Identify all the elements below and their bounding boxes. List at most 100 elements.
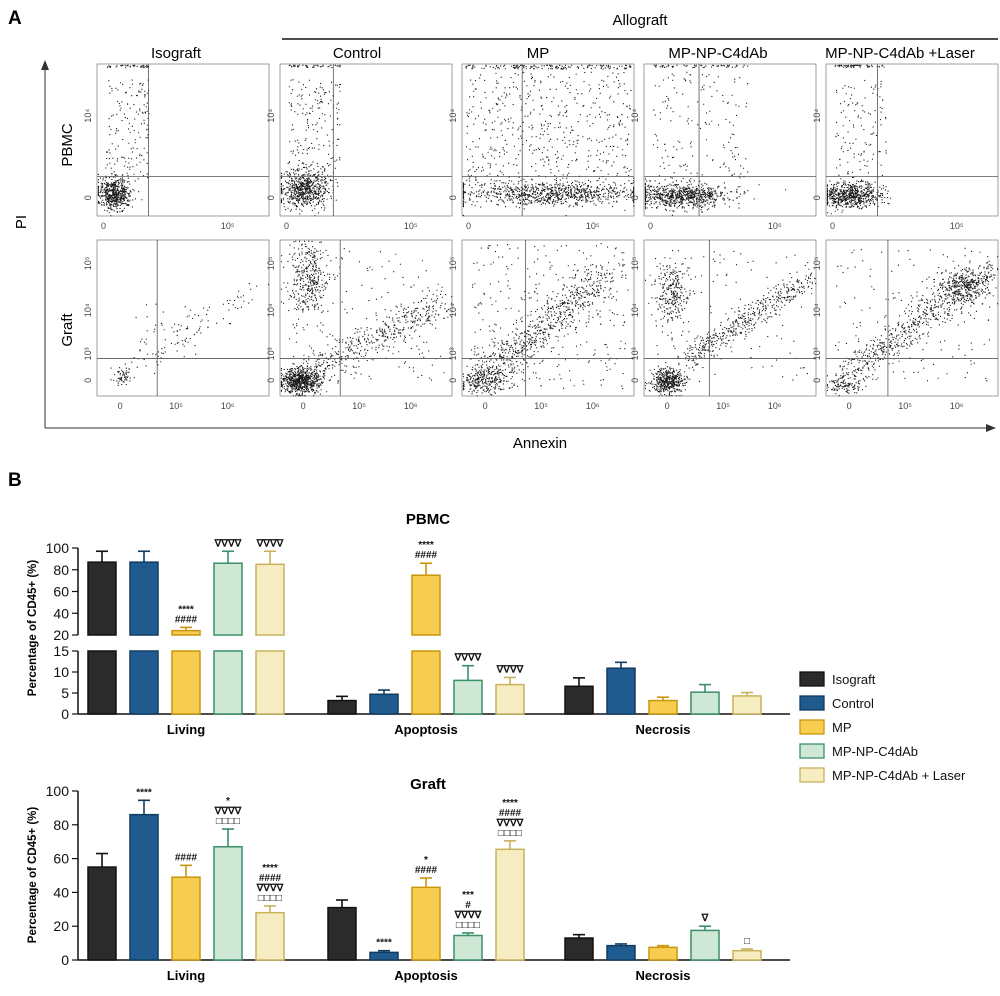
flow-y-tick: 10⁴: [83, 303, 93, 317]
flow-y-tick: 10⁴: [448, 303, 458, 317]
flow-events: [97, 64, 150, 217]
flow-events: [280, 240, 453, 397]
flow-y-tick: 10⁵: [630, 256, 640, 270]
graft-bar-necrosis-control: [606, 944, 636, 961]
flow-x-tick: 10⁶: [221, 401, 235, 411]
flow-plot-frame: [279, 63, 453, 217]
graft-significance-mark: □□□□: [216, 816, 240, 827]
pbmc-y-axis-label: Percentage of CD45+ (%): [27, 560, 39, 697]
flow-x-tick: 10⁶: [586, 401, 600, 411]
flow-plot-frame: [643, 239, 817, 397]
flow-y-tick: 10⁵: [812, 256, 822, 270]
flow-y-tick: 10⁴: [266, 303, 276, 317]
flow-y-tick: 10⁴: [812, 303, 822, 317]
pbmc-y-tick-label: 5: [61, 685, 69, 701]
legend-label: MP-NP-C4dAb + Laser: [832, 768, 966, 783]
graft-bar-necrosis-mp-np-c4dab-laser: [732, 949, 762, 961]
graft-significance-mark: □: [744, 936, 750, 947]
legend-label: Isograft: [832, 672, 876, 687]
flow-plot-frame: [461, 63, 635, 217]
pi-axis-arrow-icon: [41, 60, 49, 70]
pbmc-significance-mark: ∇∇∇∇: [496, 664, 525, 675]
graft-bar-necrosis-mp-np-c4dab: [690, 929, 720, 961]
flow-events: [826, 247, 999, 397]
panel-a-label: A: [8, 8, 22, 29]
graft-significance-mark: ####: [259, 873, 282, 884]
flow-plot-graft-2: 0 10⁵ 10⁶ 0 10³ 10⁴ 10⁵: [266, 239, 453, 411]
flow-y-tick: 10⁴: [630, 109, 640, 123]
graft-significance-mark: ***: [462, 890, 474, 901]
graft-significance-mark: ∇∇∇∇: [214, 806, 243, 817]
pbmc-bar-living-isograft: [87, 561, 117, 636]
flow-x-tick: 10⁵: [950, 221, 964, 231]
pbmc-bar-necrosis-control: [606, 667, 636, 715]
flow-plot-graft-1: 0 10⁵ 10⁶ 0 10³ 10⁴ 10⁵: [83, 239, 270, 411]
pbmc-y-tick-label: 100: [46, 540, 70, 556]
col-header-isograft: Isograft: [151, 45, 202, 62]
graft-significance-mark: ****: [376, 938, 392, 949]
col-header-mp-np-c4dab: MP-NP-C4dAb: [668, 45, 767, 62]
legend-swatch: [799, 743, 825, 759]
flow-x-tick: 10⁵: [898, 401, 912, 411]
pbmc-category-living: Living: [167, 722, 205, 737]
flow-plot-frame: [96, 239, 270, 397]
graft-significance-mark: □□□□: [258, 893, 282, 904]
flow-y-tick: 0: [83, 378, 93, 383]
flow-x-tick: 10⁵: [352, 401, 366, 411]
flow-y-tick: 0: [448, 195, 458, 200]
allograft-header: Allograft: [612, 12, 668, 29]
flow-plot-frame: [643, 63, 817, 217]
annexin-axis-arrow-icon: [986, 424, 996, 432]
pbmc-bar-living-isograft-lower: [87, 650, 117, 715]
pbmc-y-tick-label: 80: [53, 562, 69, 578]
flow-x-tick: 10⁵: [534, 401, 548, 411]
flow-events: [110, 283, 270, 386]
graft-bar-apoptosis-control: [369, 951, 399, 961]
flow-x-tick: 0: [665, 401, 670, 411]
flow-x-tick: 10⁵: [716, 401, 730, 411]
flow-y-tick: 10³: [266, 347, 276, 360]
pbmc-bar-necrosis-mp-np-c4dab: [690, 691, 720, 715]
pbmc-bar-apoptosis-mp-np-c4dab: [453, 679, 483, 715]
pbmc-chart-title: PBMC: [406, 511, 450, 528]
flow-events: [644, 64, 787, 216]
pbmc-significance-mark: ∇∇∇∇: [214, 538, 243, 549]
graft-bar-apoptosis-isograft: [327, 906, 357, 961]
graft-bar-apoptosis-mp-np-c4dab-laser: [495, 848, 525, 961]
flow-plot-graft-5: 0 10⁵ 10⁶ 0 10³ 10⁴ 10⁵: [812, 239, 999, 411]
flow-plot-frame: [96, 63, 270, 217]
pbmc-significance-mark: ∇∇∇∇: [256, 538, 285, 549]
flow-y-tick: 0: [83, 195, 93, 200]
row-label-graft: Graft: [59, 312, 76, 346]
pbmc-bar-necrosis-isograft: [564, 685, 594, 715]
pbmc-significance-mark: ####: [415, 550, 438, 561]
graft-category-apoptosis: Apoptosis: [394, 968, 458, 983]
legend-swatch: [799, 671, 825, 687]
legend-swatch: [799, 719, 825, 735]
row-label-pbmc: PBMC: [59, 123, 76, 167]
pbmc-y-tick-label: 10: [53, 664, 69, 680]
flow-y-tick: 10⁵: [266, 256, 276, 270]
legend-swatch: [799, 695, 825, 711]
flow-y-tick: 10³: [448, 347, 458, 360]
flow-plot-pbmc-4: 0 10⁵ 0 10⁴: [630, 63, 817, 231]
flow-x-tick: 0: [483, 401, 488, 411]
flow-x-tick: 0: [847, 401, 852, 411]
col-header-mp: MP: [527, 45, 550, 62]
graft-y-tick-label: 20: [53, 918, 69, 934]
flow-x-tick: 10⁵: [586, 221, 600, 231]
graft-y-tick-label: 40: [53, 884, 69, 900]
graft-significance-mark: □□□□: [456, 920, 480, 931]
flow-x-tick: 10⁵: [169, 401, 183, 411]
flow-x-tick: 0: [284, 221, 289, 231]
flow-x-tick: 10⁶: [950, 401, 964, 411]
graft-bar-living-mp: [171, 876, 201, 961]
pbmc-significance-mark: ****: [178, 604, 194, 615]
pbmc-bar-apoptosis-mp-np-c4dab-laser: [495, 683, 525, 715]
graft-bar-necrosis-mp: [648, 946, 678, 961]
graft-significance-mark: #: [465, 900, 471, 911]
pbmc-bar-living-mp-np-c4dab-lower: [213, 650, 243, 715]
graft-significance-mark: ****: [502, 798, 518, 809]
legend-label: MP-NP-C4dAb: [832, 744, 918, 759]
flow-events: [280, 64, 342, 217]
